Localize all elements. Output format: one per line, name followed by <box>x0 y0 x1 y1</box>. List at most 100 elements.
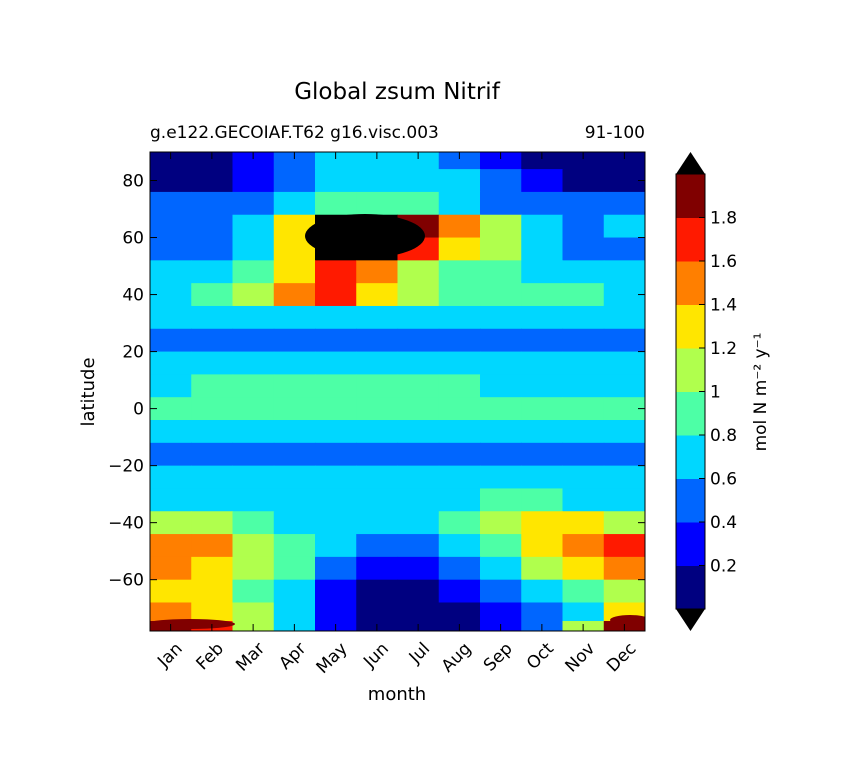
contour-cell <box>438 397 481 421</box>
x-tick-label: Feb <box>192 639 227 674</box>
contour-cell <box>315 260 357 284</box>
contour-cell <box>480 152 522 170</box>
contour-cell <box>273 191 316 216</box>
y-tick-label: 0 <box>133 400 144 420</box>
contour-cell <box>603 351 645 375</box>
contour-cell <box>356 260 399 284</box>
contour-cell <box>150 397 192 421</box>
contour-cell <box>521 328 564 353</box>
contour-cell <box>315 442 357 467</box>
contour-cell <box>521 283 564 307</box>
contour-cell <box>356 374 399 398</box>
contour-cell <box>150 602 192 622</box>
colorbar-tick-label: 1.2 <box>710 339 737 359</box>
contour-highlights <box>150 214 645 629</box>
contour-cell <box>273 305 316 330</box>
contour-cell <box>603 397 645 421</box>
colorbar-extend-high <box>676 152 705 174</box>
contour-cell <box>315 305 357 330</box>
contour-cell <box>273 534 316 558</box>
colorbar-tick-label: 1.6 <box>710 252 737 272</box>
contour-cell <box>438 305 481 330</box>
y-tick-label: 40 <box>122 286 144 306</box>
contour-cell <box>438 420 481 444</box>
colorbar-tick-label: 1.4 <box>710 296 737 316</box>
contour-cell <box>397 420 440 444</box>
contour-cell <box>232 260 275 284</box>
contour-cell <box>480 260 522 284</box>
contour-cell <box>521 534 564 558</box>
contour-cell <box>480 442 522 467</box>
contour-cell <box>562 283 605 307</box>
contour-cell <box>150 556 192 581</box>
contour-cell <box>150 328 192 353</box>
contour-cell <box>562 351 605 375</box>
contour-cell <box>150 488 192 512</box>
colorbar-tick-label: 0.6 <box>710 470 737 490</box>
contour-cell <box>356 465 399 490</box>
contour-cell <box>315 556 357 581</box>
colorbar-tick-label: 0.2 <box>710 557 737 577</box>
contour-cell <box>480 169 522 193</box>
colorbar-segment <box>676 435 705 479</box>
x-tick-label: May <box>313 639 352 678</box>
contour-cell <box>315 602 357 622</box>
contour-cell <box>397 442 440 467</box>
contour-cell <box>438 556 481 581</box>
contour-cell <box>273 283 316 307</box>
contour-cell <box>603 237 645 261</box>
contour-max-south-summer <box>610 615 645 625</box>
contour-cell <box>191 442 234 467</box>
contour-cell <box>603 420 645 444</box>
contour-cell <box>397 328 440 353</box>
plot-frame <box>149 151 646 632</box>
contour-cell <box>480 579 522 604</box>
contour-cell <box>438 152 481 170</box>
contour-cell <box>603 579 645 604</box>
contour-cell <box>232 328 275 353</box>
y-tick-label: 60 <box>122 229 144 249</box>
contour-cell <box>315 511 357 535</box>
contour-cell <box>480 305 522 330</box>
contour-cell <box>315 374 357 398</box>
colorbar-segment <box>676 522 705 566</box>
contour-cell <box>232 579 275 604</box>
y-tick-label: −60 <box>108 571 144 591</box>
contour-cell <box>356 511 399 535</box>
contour-cell <box>521 556 564 581</box>
contour-cell <box>521 397 564 421</box>
contour-cell <box>150 442 192 467</box>
contour-cell <box>273 602 316 622</box>
contour-cell <box>191 602 234 622</box>
contour-cell <box>397 602 440 622</box>
x-tick-label: Jan <box>153 639 186 672</box>
contour-cell <box>273 214 316 239</box>
colorbar-extend-low <box>676 609 705 631</box>
contour-cell <box>191 374 234 398</box>
contour-cell <box>603 534 645 558</box>
contour-cell <box>438 283 481 307</box>
contour-cell <box>356 579 399 604</box>
colorbar-tick-label: 0.8 <box>710 426 737 446</box>
contour-cell <box>356 351 399 375</box>
contour-cell <box>273 351 316 375</box>
contour-max-south-winter <box>150 619 235 629</box>
colorbar-segment <box>676 304 705 349</box>
contour-cell <box>521 191 564 216</box>
contour-cell <box>273 442 316 467</box>
contour-cell <box>562 420 605 444</box>
contour-cell <box>397 511 440 535</box>
contour-cell <box>438 488 481 512</box>
contour-cell <box>232 305 275 330</box>
contour-cell <box>397 152 440 170</box>
y-tick-label: 20 <box>122 343 144 363</box>
contour-cell <box>273 488 316 512</box>
x-tick-label: Dec <box>603 639 640 676</box>
contour-cell <box>232 237 275 261</box>
y-axis: 80 60 40 20 0 −20 −40 −60 <box>108 172 645 591</box>
contour-cell <box>191 328 234 353</box>
contour-cell <box>438 191 481 216</box>
contour-cell <box>191 556 234 581</box>
contour-cell <box>150 152 192 170</box>
contour-cell <box>397 488 440 512</box>
